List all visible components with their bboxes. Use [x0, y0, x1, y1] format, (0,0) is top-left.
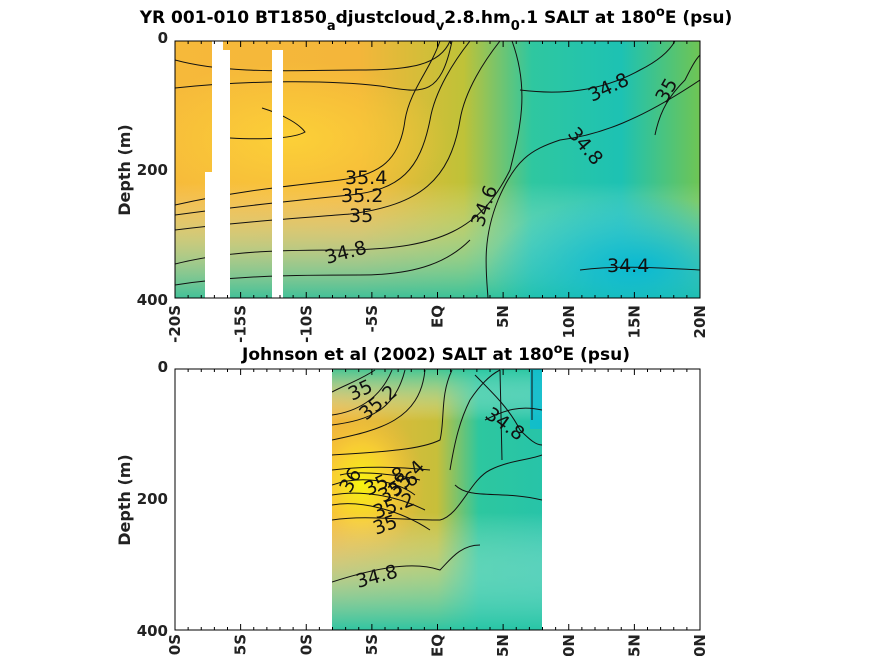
contour-label: 35.4 [345, 167, 387, 189]
contour-label: 34.4 [607, 255, 649, 277]
top-chart: YR 001-010 BT1850adjustcloudv2.8.hm0.1 S… [115, 5, 732, 343]
contour-line [332, 369, 426, 441]
contour-line [519, 41, 676, 93]
x-tick-label: EQ [429, 305, 447, 328]
x-tick-label: -5S [363, 634, 381, 656]
x-tick-label: 20N [691, 634, 709, 656]
missing-data-mask [205, 172, 213, 298]
y-tick-label: 400 [137, 291, 168, 309]
bottom-chart-title: Johnson et al (2002) SALT at 180oE (psu) [241, 342, 630, 365]
contour-line [175, 41, 523, 265]
y-tick-label: 200 [137, 161, 168, 179]
x-tick-label: -10S [297, 634, 315, 656]
y-tick-label: 200 [137, 490, 168, 508]
contour-line [332, 454, 542, 521]
y-tick-label: 0 [158, 358, 168, 376]
x-tick-label: -20S [166, 634, 184, 656]
contour-line [474, 374, 542, 446]
contour-line [484, 407, 542, 421]
x-tick-label: -5S [363, 305, 381, 332]
missing-data-mask [223, 50, 230, 298]
bottom-y-axis-label: Depth (m) [115, 454, 134, 546]
x-tick-label: -15S [232, 634, 250, 656]
contour-line [175, 41, 453, 91]
contour-line [332, 369, 376, 393]
contour-line [499, 369, 503, 461]
x-tick-label: 20N [691, 305, 709, 338]
contour-line [332, 369, 406, 426]
contour-line [332, 503, 431, 531]
contour-line [485, 79, 700, 298]
bottom-salinity-field: 35 35.2 34.8 36 35.8 35.6 35.4 35.2 35 3… [332, 369, 542, 630]
y-tick-label: 400 [137, 622, 168, 640]
contour-line [332, 492, 426, 511]
missing-data-mask [212, 41, 223, 298]
x-tick-label: EQ [429, 634, 447, 656]
bottom-chart: Johnson et al (2002) SALT at 180oE (psu) [115, 342, 709, 656]
x-tick-label: 5N [494, 305, 512, 328]
contour-line [579, 266, 700, 271]
top-chart-title: YR 001-010 BT1850adjustcloudv2.8.hm0.1 S… [139, 5, 733, 34]
contour-line [332, 544, 481, 583]
x-tick-label: 5N [494, 634, 512, 656]
contour-line [454, 484, 542, 501]
contour-line [339, 472, 421, 481]
contour-line [175, 41, 441, 206]
contour-line [654, 54, 700, 136]
x-tick-label: -15S [232, 305, 250, 343]
x-tick-label: -20S [166, 305, 184, 343]
contour-line [449, 369, 501, 471]
contour-line [332, 369, 393, 416]
x-tick-label: 10N [560, 634, 578, 656]
missing-data-mask [272, 50, 283, 298]
bottom-x-ticks: -20S -15S -10S -5S EQ 5N 10N 15N 20N [166, 369, 709, 656]
x-tick-label: -10S [297, 305, 315, 343]
top-x-ticks: -20S -15S -10S -5S EQ 5N 10N 15N 20N [166, 41, 709, 343]
contour-label: 35.2 [341, 185, 383, 207]
y-tick-label: 0 [158, 29, 168, 47]
top-y-axis-label: Depth (m) [115, 124, 134, 216]
x-tick-label: 15N [625, 634, 643, 656]
contour-label: 35 [349, 205, 373, 227]
x-tick-label: 15N [625, 305, 643, 338]
contour-line [332, 479, 416, 496]
contour-line [332, 466, 431, 471]
top-salinity-field: 35.4 35.2 35 34.8 34.6 34.8 34.8 35 34.4 [175, 41, 700, 298]
contour-line [175, 41, 471, 216]
contour-line [332, 369, 453, 456]
contour-line [175, 41, 501, 231]
x-tick-label: 10N [560, 305, 578, 338]
